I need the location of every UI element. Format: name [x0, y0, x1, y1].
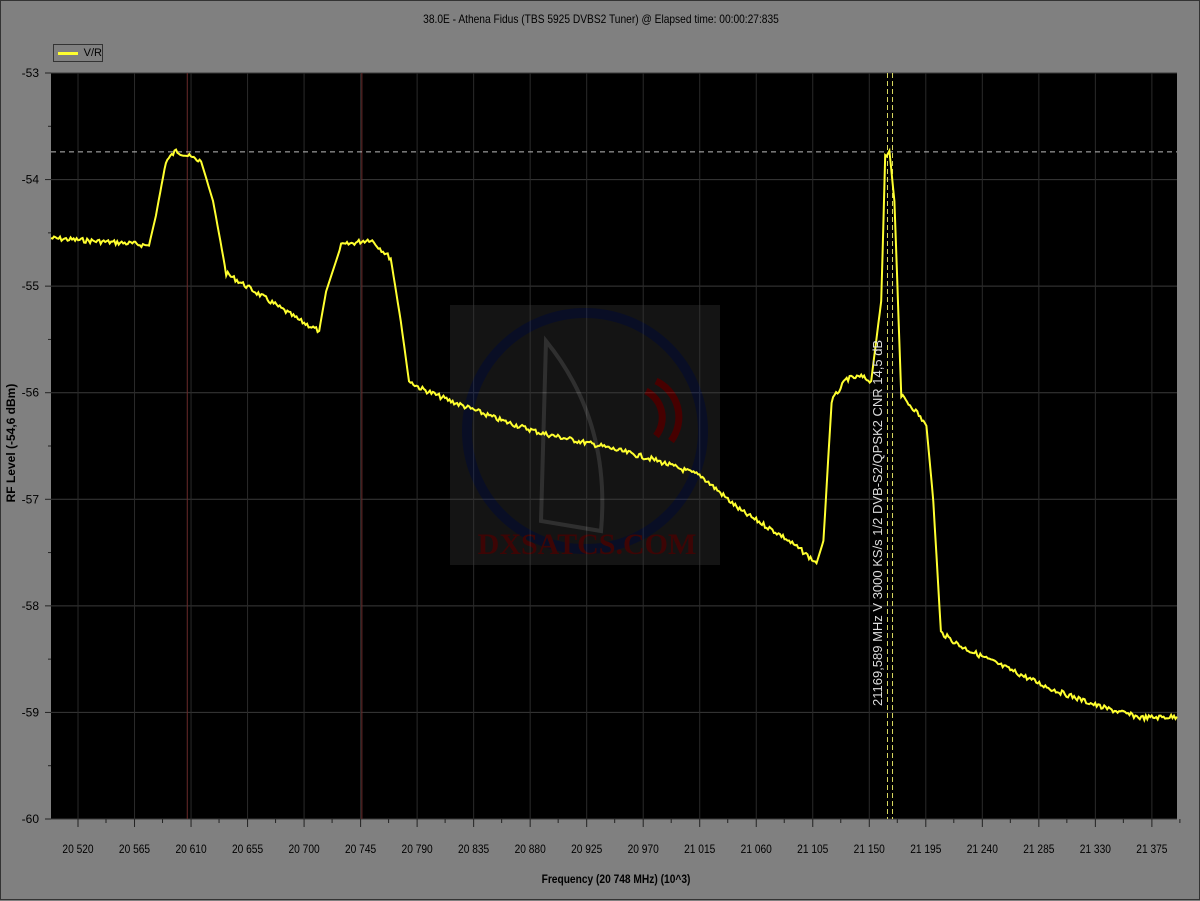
x-tick-label: 21 330 [1080, 843, 1111, 856]
watermark-background [450, 305, 720, 565]
plot-area [51, 73, 1177, 819]
watermark-text: DXSATCS.COM [478, 528, 697, 561]
legend-swatch [58, 51, 78, 55]
y-tick-label: -56 [22, 386, 40, 400]
x-tick-label: 21 150 [854, 843, 885, 856]
y-tick-label: -57 [22, 492, 40, 506]
y-tick-label: -60 [22, 812, 40, 826]
x-tick-label: 21 240 [967, 843, 998, 856]
x-tick-label: 20 880 [515, 843, 546, 856]
chart-title: 38.0E - Athena Fidus (TBS 5925 DVBS2 Tun… [423, 12, 779, 26]
x-tick-label: 20 835 [458, 843, 489, 856]
x-tick-label: 21 375 [1136, 843, 1167, 856]
trace-line-vr [50, 147, 1178, 724]
x-tick-label: 20 655 [232, 843, 263, 856]
x-tick-label: 20 925 [571, 843, 602, 856]
x-tick-label: 20 700 [288, 843, 319, 856]
x-tick-label: 21 015 [684, 843, 715, 856]
x-tick-label: 21 105 [797, 843, 828, 856]
x-tick-label: 20 610 [175, 843, 206, 856]
y-tick-label: -54 [22, 173, 40, 187]
signal-waves-icon [644, 377, 683, 444]
y-tick-label: -55 [22, 279, 40, 293]
legend-label: V/R [83, 47, 102, 59]
x-tick-label: 20 565 [119, 843, 150, 856]
x-tick-label: 20 790 [402, 843, 433, 856]
satellite-dish-icon [538, 335, 605, 534]
watermark-logo: DXSATCS.COM [450, 305, 720, 565]
x-tick-label: 21 195 [910, 843, 941, 856]
y-tick-label: -58 [22, 599, 40, 613]
x-tick-label: 20 745 [345, 843, 376, 856]
y-tick-label: -53 [22, 66, 40, 80]
watermark-ring [462, 308, 708, 554]
x-axis-label: Frequency (20 748 MHz) (10^3) [541, 872, 691, 886]
legend: V/R [53, 44, 103, 62]
x-tick-label: 21 060 [741, 843, 772, 856]
x-tick-label: 21 285 [1023, 843, 1054, 856]
x-tick-label: 20 970 [628, 843, 659, 856]
signal-annotation: 21169,589 MHz V 3000 KS/s 1/2 DVB-S2/QPS… [870, 340, 885, 706]
y-tick-label: -59 [22, 705, 40, 719]
x-tick-label: 20 520 [62, 843, 93, 856]
